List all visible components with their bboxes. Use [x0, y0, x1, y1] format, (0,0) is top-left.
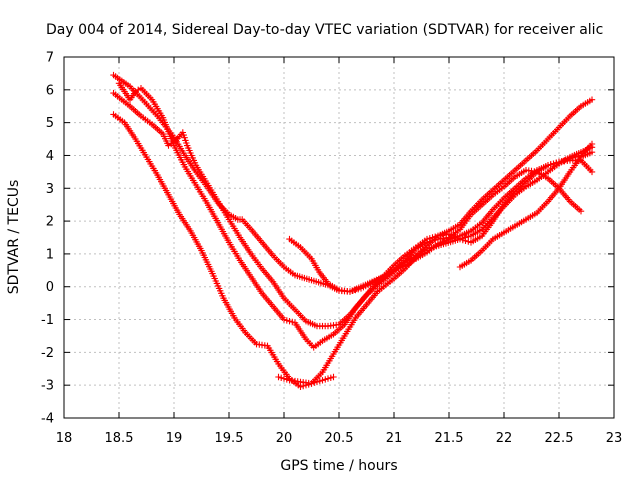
data-point	[588, 140, 596, 148]
data-point	[462, 237, 469, 244]
x-tick-label: 21.5	[435, 431, 464, 446]
x-tick-labels: 18 18.5 19 19.5 20 20.5 21 21.5 22 22.5 23	[56, 431, 623, 446]
x-tick-label: 19.5	[215, 431, 244, 446]
data-point	[588, 96, 596, 103]
x-tick-label: 20	[276, 431, 293, 446]
data-point	[330, 373, 337, 381]
y-tick-label: -1	[41, 313, 54, 328]
data-point	[280, 316, 288, 323]
data-point	[327, 374, 334, 381]
y-tick-label: 6	[46, 83, 54, 98]
data-point	[313, 378, 321, 386]
x-tick-label: 22.5	[545, 431, 574, 446]
y-tick-label: 7	[46, 51, 54, 66]
data-point	[308, 380, 315, 387]
series-track-2	[110, 89, 596, 330]
y-tick-label: -2	[41, 346, 54, 361]
data-point	[275, 373, 282, 381]
x-tick-label: 21	[386, 431, 403, 446]
series-track-6	[275, 373, 337, 387]
data-point	[278, 374, 285, 381]
data-point	[311, 379, 318, 386]
data-point	[454, 233, 461, 240]
data-point	[577, 208, 585, 215]
data-point	[459, 236, 466, 244]
y-tick-label: 4	[46, 149, 54, 164]
y-tick-label: 3	[46, 182, 54, 197]
data-point	[181, 134, 188, 141]
series-layer	[110, 71, 596, 390]
data-point	[553, 159, 560, 166]
y-tick-label: 0	[46, 280, 54, 295]
axis-ticks	[63, 56, 615, 419]
data-point	[451, 234, 458, 241]
data-point	[322, 376, 329, 383]
y-axis-label: SDTVAR / TECUs	[6, 180, 22, 295]
data-point	[550, 160, 557, 167]
y-tick-label: 2	[46, 215, 54, 230]
series-track-4	[110, 96, 596, 390]
x-tick-label: 18	[56, 431, 73, 446]
chart-title: Day 004 of 2014, Sidereal Day-to-day VTE…	[46, 22, 603, 38]
y-tick-label: -4	[41, 412, 54, 427]
data-point	[324, 375, 332, 382]
data-point	[316, 377, 323, 385]
data-point	[319, 377, 326, 384]
data-point	[286, 318, 293, 325]
data-point	[283, 317, 290, 324]
data-point	[588, 168, 596, 176]
y-tick-label: -3	[41, 379, 54, 394]
series-track-5	[286, 157, 596, 295]
x-axis-label: GPS time / hours	[280, 458, 397, 474]
data-point	[283, 376, 290, 383]
x-tick-label: 18.5	[105, 431, 134, 446]
x-tick-label: 19	[166, 431, 183, 446]
data-point	[280, 375, 288, 382]
data-point	[289, 318, 296, 326]
data-point	[445, 235, 453, 243]
series-track-7	[456, 149, 596, 271]
data-point	[547, 161, 554, 168]
y-tick-labels: -4 -3 -2 -1 0 1 2 3 4 5 6 7	[41, 51, 54, 427]
data-point	[588, 149, 596, 156]
grid-lines	[64, 57, 614, 418]
x-tick-label: 23	[606, 431, 623, 446]
y-tick-label: 1	[46, 247, 54, 262]
x-tick-label: 20.5	[325, 431, 354, 446]
data-point	[448, 235, 455, 242]
data-point	[544, 162, 552, 169]
x-tick-label: 22	[496, 431, 513, 446]
y-tick-label: 5	[46, 116, 54, 131]
